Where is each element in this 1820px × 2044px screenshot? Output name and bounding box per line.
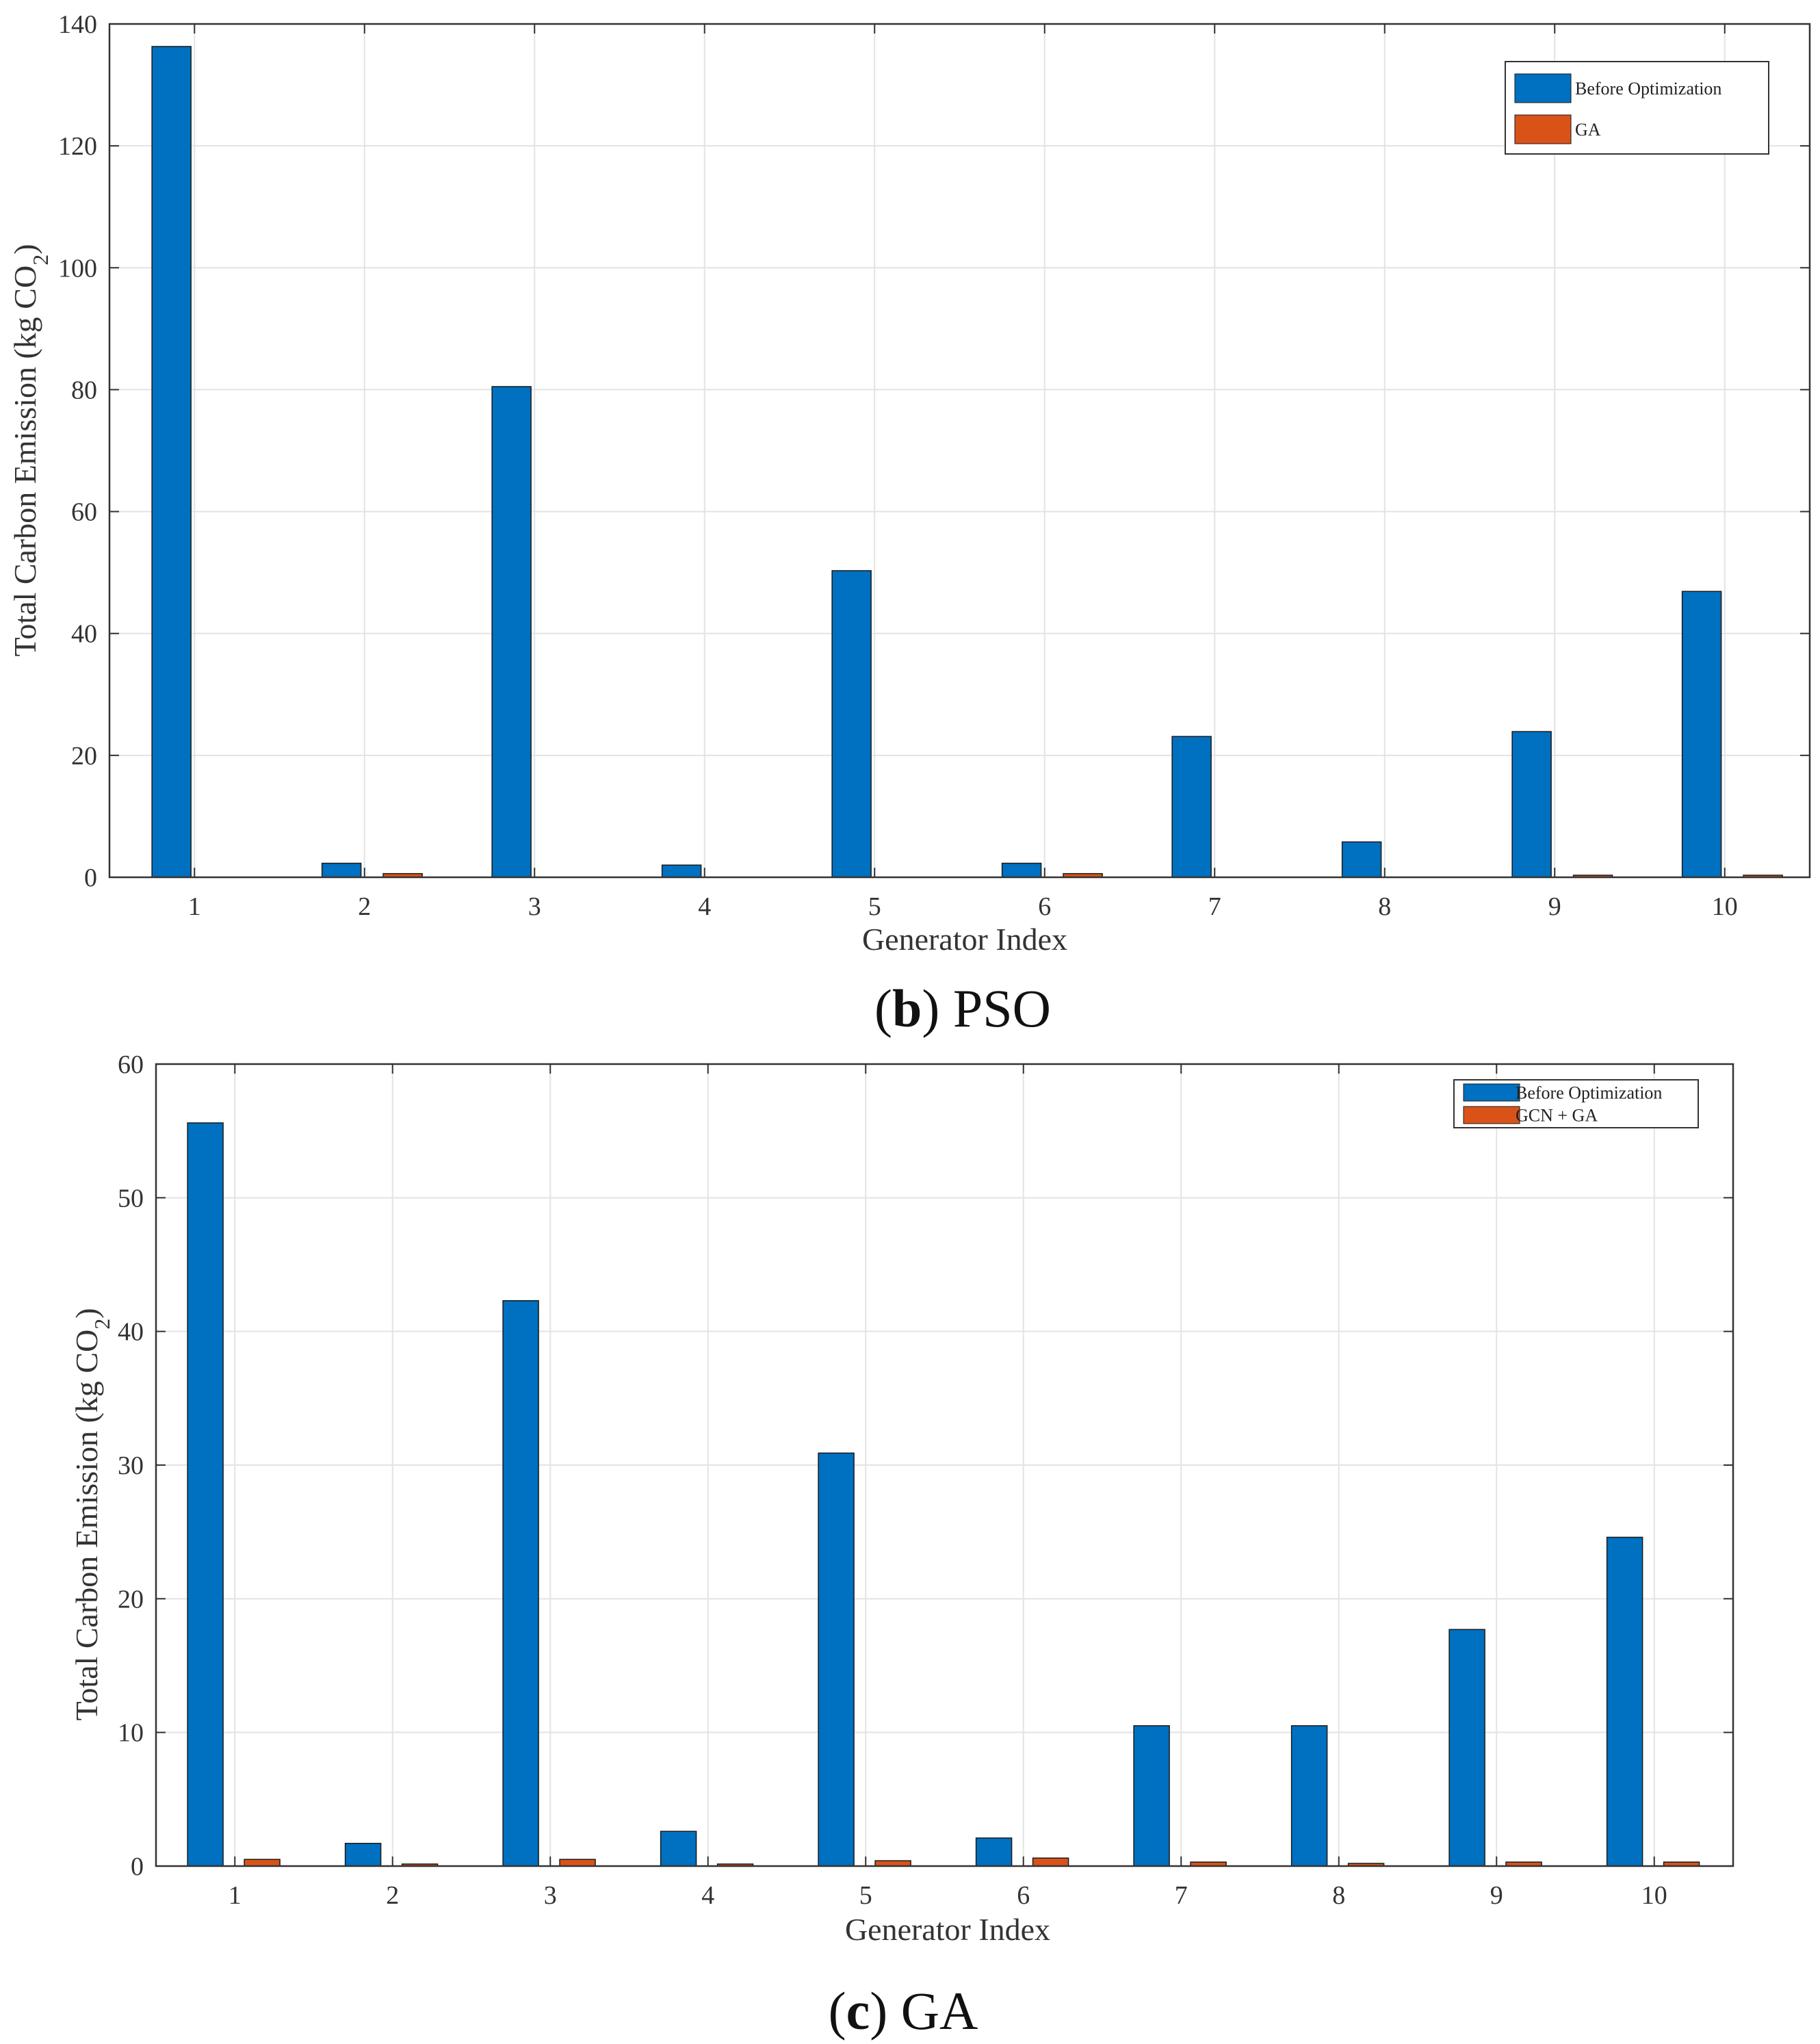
bar-before-optimization-6 — [975, 1837, 1013, 1867]
y-axis-label-subscript: 2 — [28, 255, 53, 266]
legend-swatch-1 — [1463, 1106, 1520, 1124]
bar-before-optimization-3 — [502, 1299, 539, 1867]
x-tick-label: 1 — [188, 892, 201, 921]
y-tick-label: 20 — [118, 1585, 144, 1614]
y-tick-label: 0 — [84, 864, 97, 892]
y-axis-label-close: ) — [8, 244, 42, 254]
x-tick-label: 2 — [386, 1881, 399, 1910]
bar-before-optimization-10 — [1606, 1536, 1643, 1867]
x-tick-label: 7 — [1208, 892, 1221, 921]
y-axis-label: Total Carbon Emission (kg CO2) — [8, 244, 53, 656]
figure-caption: (b) PSO — [874, 979, 1051, 1038]
y-tick-label: 60 — [71, 498, 97, 527]
bar-before-optimization-7 — [1133, 1725, 1170, 1867]
y-tick-label: 60 — [118, 1050, 144, 1079]
x-tick-label: 3 — [544, 1881, 557, 1910]
axes-box — [155, 1063, 1734, 1867]
y-axis-label-close: ) — [69, 1308, 104, 1318]
y-tick-label: 30 — [118, 1451, 144, 1480]
y-tick-label: 80 — [71, 376, 97, 404]
y-tick-label: 40 — [71, 620, 97, 649]
caption-part-1: b — [892, 979, 922, 1038]
x-tick-label: 10 — [1712, 892, 1738, 921]
y-axis-label-main: Total Carbon Emission (kg CO — [8, 266, 42, 657]
x-axis-label: Generator Index — [845, 1912, 1050, 1947]
x-tick-label: 8 — [1378, 892, 1391, 921]
bar-before-optimization-9 — [1448, 1629, 1485, 1867]
bar-optimized-6 — [1032, 1857, 1069, 1867]
caption-part-1: c — [846, 1981, 870, 2041]
x-tick-label: 6 — [1017, 1881, 1030, 1910]
y-tick-label: 50 — [118, 1184, 144, 1213]
x-tick-label: 10 — [1641, 1881, 1667, 1910]
y-axis-label: Total Carbon Emission (kg CO2) — [69, 1308, 114, 1720]
axes-box — [108, 23, 1811, 879]
caption-part-0: ( — [874, 979, 892, 1038]
y-axis-label-main: Total Carbon Emission (kg CO — [69, 1330, 104, 1721]
legend-swatch-0 — [1463, 1083, 1520, 1102]
caption-part-0: ( — [829, 1981, 846, 2041]
x-tick-label: 2 — [358, 892, 371, 921]
x-tick-label: 5 — [868, 892, 881, 921]
bar-before-optimization-6 — [1001, 862, 1042, 878]
x-axis-label: Generator Index — [862, 922, 1067, 957]
bar-before-optimization-4 — [660, 1830, 697, 1867]
bar-before-optimization-8 — [1290, 1725, 1328, 1867]
bar-before-optimization-3 — [491, 386, 532, 878]
x-tick-label: 9 — [1490, 1881, 1503, 1910]
legend-swatch-0 — [1514, 73, 1572, 103]
caption-part-2: ) GA — [870, 1981, 978, 2041]
figure-caption: (c) GA — [829, 1981, 978, 2041]
y-tick-label: 10 — [118, 1719, 144, 1748]
legend-swatch-1 — [1514, 114, 1572, 144]
legend-label-0: Before Optimization — [1575, 79, 1721, 99]
legend-label-1: GA — [1575, 120, 1601, 140]
bar-before-optimization-9 — [1511, 731, 1552, 878]
bar-before-optimization-7 — [1171, 736, 1212, 878]
y-tick-label: 40 — [118, 1318, 144, 1347]
bar-before-optimization-2 — [321, 862, 362, 878]
bar-before-optimization-1 — [187, 1122, 224, 1867]
bar-before-optimization-5 — [818, 1452, 855, 1867]
y-axis-label-subscript: 2 — [90, 1319, 114, 1330]
x-tick-label: 8 — [1332, 1881, 1345, 1910]
y-tick-label: 20 — [71, 742, 97, 771]
x-tick-label: 6 — [1038, 892, 1051, 921]
y-tick-label: 100 — [58, 254, 97, 283]
chart-pso: 0 20 40 60 80 100 120 140 1 2 3 4 5 6 7 8 9 10 Total Carbo… — [8, 10, 1811, 1038]
bar-before-optimization-2 — [344, 1843, 382, 1867]
bar-before-optimization-5 — [831, 570, 872, 878]
bar-optimized-3 — [559, 1859, 596, 1867]
x-tick-label: 7 — [1175, 1881, 1188, 1910]
legend-label-1: GCN + GA — [1516, 1106, 1598, 1126]
x-tick-label: 1 — [229, 1881, 242, 1910]
caption-part-2: ) PSO — [922, 979, 1051, 1038]
bar-before-optimization-10 — [1681, 591, 1722, 878]
y-tick-label: 120 — [58, 132, 97, 161]
x-tick-label: 5 — [859, 1881, 872, 1910]
x-tick-label: 4 — [698, 892, 711, 921]
bar-before-optimization-1 — [151, 46, 192, 878]
bar-before-optimization-4 — [661, 864, 702, 878]
y-tick-label: 0 — [131, 1852, 144, 1881]
x-tick-label: 4 — [701, 1881, 714, 1910]
x-tick-label: 9 — [1548, 892, 1561, 921]
y-tick-label: 140 — [58, 10, 97, 39]
bar-optimized-1 — [244, 1859, 281, 1867]
bar-before-optimization-8 — [1341, 841, 1382, 878]
x-tick-label: 3 — [528, 892, 541, 921]
legend-label-0: Before Optimization — [1516, 1083, 1662, 1103]
